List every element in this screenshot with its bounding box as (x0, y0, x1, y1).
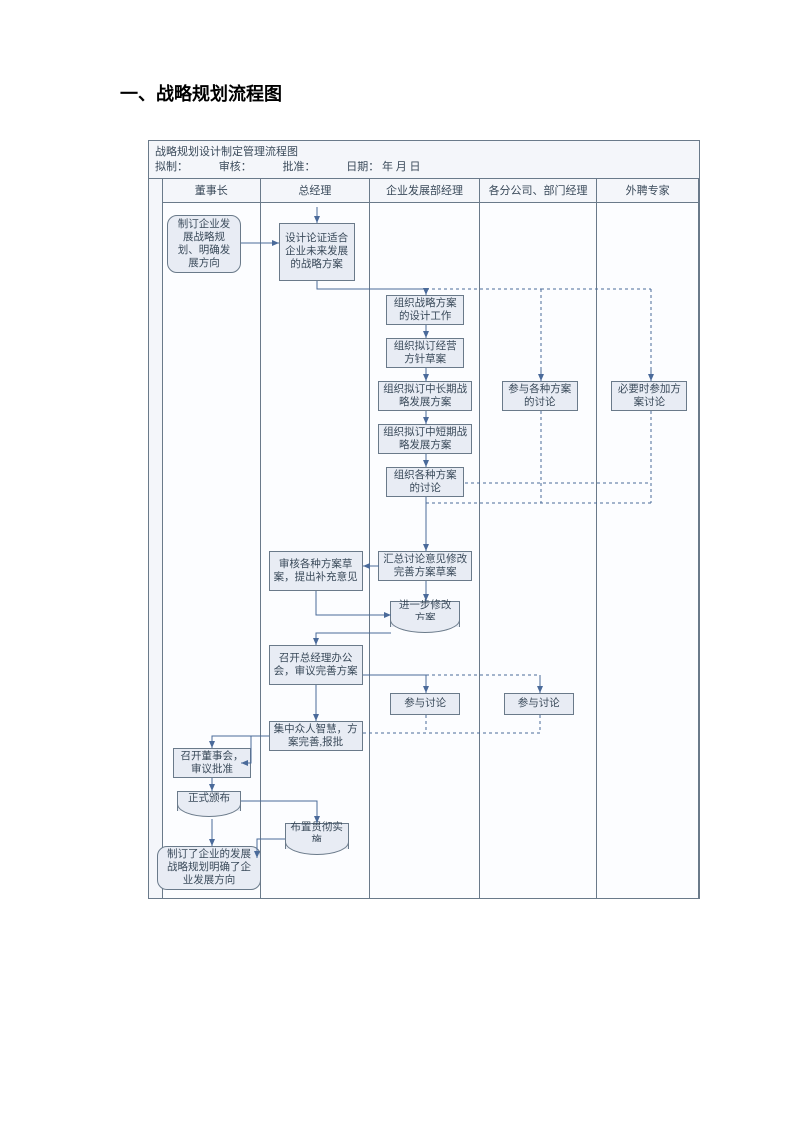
chart-header-line2: 拟制： 审核： 批准： 日期： 年 月 日 (155, 160, 693, 175)
node-b5: 布置贯彻实施 (285, 823, 349, 849)
lane-header-chairman: 董事长 (163, 179, 260, 203)
lane-spacer (149, 179, 163, 898)
lane-header-expert: 外聘专家 (597, 179, 698, 203)
header-date: 日期： 年 月 日 (346, 161, 420, 173)
lane-header-dev: 企业发展部经理 (370, 179, 479, 203)
node-d2: 参与讨论 (504, 693, 574, 715)
chart-header-line1: 战略规划设计制定管理流程图 (155, 145, 693, 160)
node-c4: 组织拟订中短期战略发展方案 (378, 424, 472, 454)
node-a2: 召开董事会，审议批准 (173, 748, 251, 778)
node-b4: 集中众人智慧，方案完善,报批 (269, 721, 363, 751)
lane-gm: 总经理 设计论证适合企业未来发展的战略方案 审核各种方案草案，提出补充意见 召开… (261, 179, 371, 898)
flowchart-frame: 战略规划设计制定管理流程图 拟制： 审核： 批准： 日期： 年 月 日 董事长 … (148, 140, 700, 899)
header-approve: 批准： (283, 161, 316, 173)
lane-header-gm: 总经理 (261, 179, 370, 203)
chart-header: 战略规划设计制定管理流程图 拟制： 审核： 批准： 日期： 年 月 日 (149, 141, 699, 178)
node-a4: 制订了企业的发展战略规划明确了企业发展方向 (157, 846, 261, 890)
node-c7: 进一步修改方案 (390, 601, 460, 627)
lane-expert: 外聘专家 必要时参加方案讨论 (597, 179, 699, 898)
header-review: 审核： (219, 161, 252, 173)
node-c6: 汇总讨论意见修改完善方案草案 (378, 551, 472, 581)
lane-header-dept: 各分公司、部门经理 (480, 179, 597, 203)
node-a1: 制订企业发展战略规划、明确发展方向 (167, 215, 241, 273)
lane-dept: 各分公司、部门经理 参与各种方案的讨论 参与讨论 (480, 179, 598, 898)
node-b3: 召开总经理办公会，审议完善方案 (269, 645, 363, 685)
node-e1: 必要时参加方案讨论 (611, 381, 687, 411)
node-c3: 组织拟订中长期战略发展方案 (378, 381, 472, 411)
header-prefix: 拟制： (155, 161, 188, 173)
lane-dev: 企业发展部经理 组织战略方案的设计工作 组织拟订经营方针草案 组织拟订中长期战略… (370, 179, 480, 898)
node-a3: 正式颁布 (177, 791, 241, 811)
node-b1: 设计论证适合企业未来发展的战略方案 (279, 223, 355, 281)
node-c2: 组织拟订经营方针草案 (386, 338, 464, 368)
node-c1: 组织战略方案的设计工作 (386, 295, 464, 325)
node-b2: 审核各种方案草案，提出补充意见 (269, 551, 363, 591)
node-c8: 参与讨论 (390, 693, 460, 715)
node-c5: 组织各种方案的讨论 (386, 467, 464, 497)
lane-chairman: 董事长 制订企业发展战略规划、明确发展方向 召开董事会，审议批准 正式颁布 制订… (163, 179, 261, 898)
swimlanes: 董事长 制订企业发展战略规划、明确发展方向 召开董事会，审议批准 正式颁布 制订… (149, 178, 699, 898)
node-d1: 参与各种方案的讨论 (502, 381, 578, 411)
page-title: 一、战略规划流程图 (120, 80, 282, 106)
